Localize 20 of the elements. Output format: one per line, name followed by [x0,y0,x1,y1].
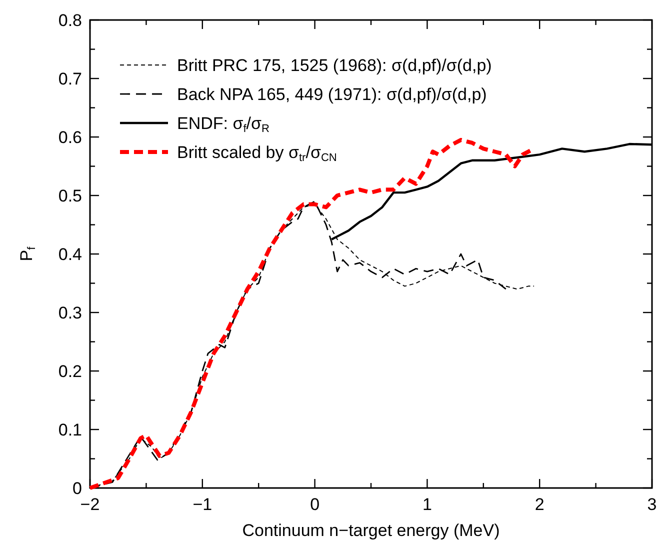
y-tick-label: 0.2 [58,362,82,381]
y-tick-label: 0.1 [58,420,82,440]
y-tick-label: 0.6 [58,128,82,147]
legend-label: ENDF: σ$_{f}$/σ$_{R}$ [177,114,270,135]
legend-label: Britt PRC 175, 1525 (1968): σ(d,pf)/σ(d,p) [177,56,492,75]
y-tick-label: 0.5 [58,186,82,206]
y-tick-label: 0.3 [58,303,82,322]
y-tick-label: 0.4 [58,244,82,264]
x-axis-title: Continuum n−target energy (MeV) [242,521,500,540]
x-tick-label: −1 [192,495,212,514]
x-tick-label: −2 [80,495,100,514]
legend-label: Britt scaled by σ$_{tr}$/σ$_{CN}$ [177,142,337,164]
y-tick-label: 0.7 [58,69,82,88]
legend-label: Back NPA 165, 449 (1971): σ(d,pf)/σ(d,p) [177,84,487,104]
y-tick-label: 0.8 [58,10,82,30]
x-tick-label: 1 [422,495,432,514]
x-tick-label: 2 [534,495,544,514]
x-tick-label: 0 [310,495,320,514]
x-tick-label: 3 [647,495,657,514]
y-tick-label: 0 [72,478,82,498]
